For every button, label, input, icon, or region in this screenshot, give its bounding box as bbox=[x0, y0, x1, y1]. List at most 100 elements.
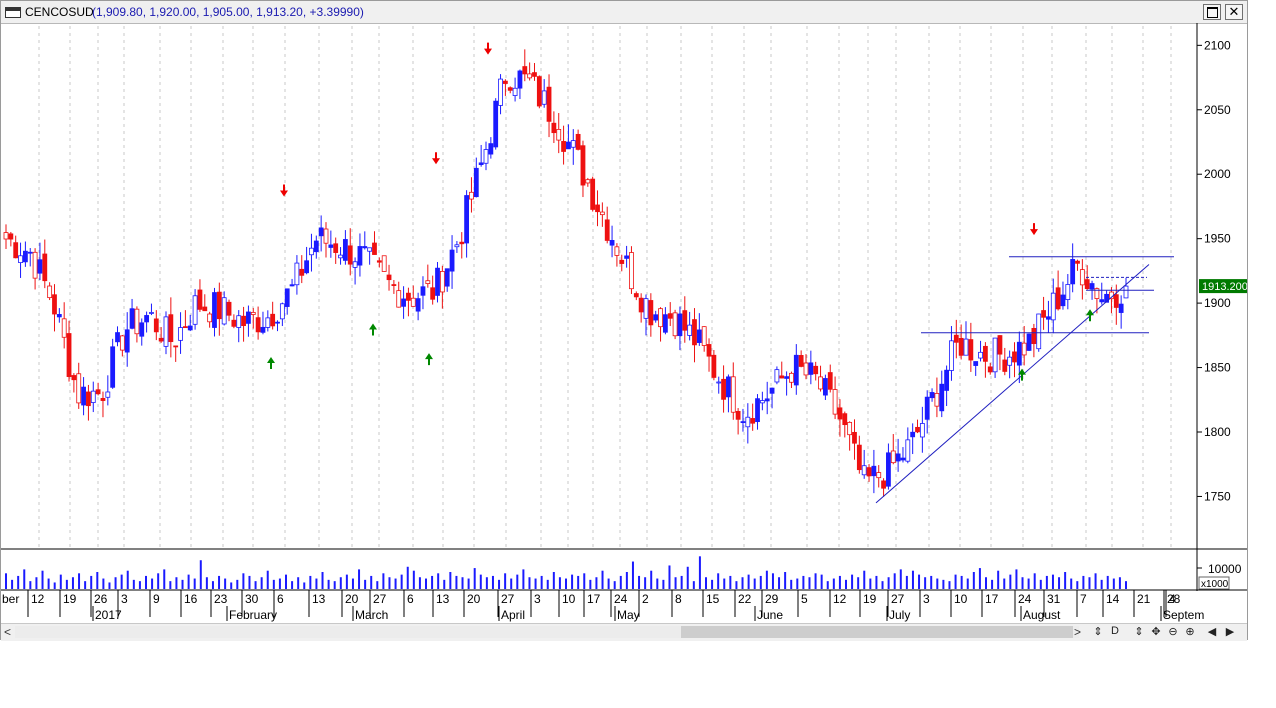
last-price-tag bbox=[1199, 279, 1247, 294]
scroll-back-icon[interactable]: ◀ bbox=[1207, 626, 1217, 638]
candle-body bbox=[488, 143, 494, 155]
candle-body bbox=[323, 228, 329, 244]
candle-body bbox=[808, 362, 814, 375]
candle-body bbox=[527, 73, 533, 79]
candle-body bbox=[338, 254, 343, 259]
candle-body bbox=[1007, 356, 1013, 366]
window-icon bbox=[5, 7, 21, 18]
zoom-in-icon[interactable]: ⊕ bbox=[1185, 626, 1195, 638]
candle-body bbox=[1002, 359, 1008, 372]
candle-body bbox=[658, 308, 663, 328]
chart-window: CENCOSUD (1,909.80, 1,920.00, 1,905.00, … bbox=[0, 0, 1248, 641]
zoom-out-icon[interactable]: ⊖ bbox=[1168, 626, 1178, 638]
candle-body bbox=[847, 421, 853, 436]
candle-body bbox=[692, 319, 697, 346]
buy-arrow-icon bbox=[425, 353, 433, 366]
price-tick-label: 1850 bbox=[1204, 361, 1231, 375]
candle-body bbox=[37, 259, 43, 274]
fit-vertical-icon[interactable]: ⇕ bbox=[1134, 626, 1144, 638]
sell-arrow-icon bbox=[432, 152, 440, 165]
candle-body bbox=[532, 72, 537, 77]
candle-body bbox=[439, 270, 445, 293]
candle-body bbox=[735, 410, 741, 420]
price-axis: 1750 1800 1850 1900 1950 2000 2050 2100 1913.200 bbox=[1, 23, 1247, 591]
date-tick-label: 30 bbox=[245, 592, 259, 606]
maximize-button[interactable] bbox=[1203, 4, 1221, 20]
scroll-forward-icon[interactable]: ▶ bbox=[1225, 626, 1235, 638]
date-tick-label: ber bbox=[2, 592, 19, 606]
candle-body bbox=[813, 365, 819, 375]
candle-body bbox=[342, 239, 348, 261]
candle-body bbox=[551, 122, 557, 134]
candle-body bbox=[609, 240, 615, 246]
date-tick-label: 15 bbox=[706, 592, 720, 606]
sell-arrow-icon bbox=[484, 42, 492, 55]
candle-body bbox=[837, 407, 843, 420]
candle-body bbox=[1123, 285, 1129, 299]
candle-body bbox=[47, 285, 53, 299]
candle-body bbox=[871, 465, 877, 477]
candle-body bbox=[726, 376, 731, 398]
candle-body bbox=[139, 322, 145, 337]
zoom-vertical-icon[interactable]: ⇕ bbox=[1093, 626, 1103, 638]
candle-body bbox=[721, 378, 726, 400]
pan-icon[interactable]: ✥ bbox=[1151, 626, 1161, 638]
candle-body bbox=[949, 340, 954, 371]
candle-body bbox=[71, 375, 77, 381]
candle-body bbox=[677, 313, 683, 337]
candle-body bbox=[653, 314, 659, 321]
candle-body bbox=[1099, 299, 1105, 303]
candle-body bbox=[376, 260, 382, 263]
month-label: August bbox=[1023, 608, 1061, 622]
scroll-right-icon[interactable]: > bbox=[1074, 625, 1082, 639]
date-tick-label: 5 bbox=[801, 592, 808, 606]
daily-period-button[interactable]: D bbox=[1111, 625, 1119, 637]
candle-body bbox=[469, 191, 474, 200]
close-button[interactable]: ✕ bbox=[1225, 4, 1243, 20]
candle-body bbox=[590, 178, 596, 210]
candle-body bbox=[818, 376, 823, 390]
candle-body bbox=[512, 87, 518, 96]
month-label: March bbox=[355, 608, 388, 622]
candle-body bbox=[662, 314, 668, 333]
candle-body bbox=[1089, 283, 1095, 290]
candle-body bbox=[100, 398, 106, 401]
date-tick-label: 31 bbox=[1047, 592, 1061, 606]
candle-body bbox=[149, 312, 154, 314]
candle-body bbox=[687, 324, 693, 336]
maximize-icon bbox=[1206, 7, 1218, 18]
candle-body bbox=[536, 76, 542, 107]
candle-body bbox=[1070, 259, 1076, 285]
candle-body bbox=[401, 298, 406, 307]
candle-body bbox=[852, 431, 857, 444]
date-tick-label: 4 bbox=[1169, 592, 1176, 606]
candle-body bbox=[755, 398, 760, 423]
date-tick-label: 8 bbox=[675, 592, 682, 606]
candle-body bbox=[1113, 294, 1119, 308]
candle-body bbox=[357, 246, 363, 266]
horizontal-scrollbar[interactable]: < > ⇕ D ⇕ ✥ ⊖ ⊕ ◀ ▶ bbox=[1, 623, 1247, 641]
date-tick-label: 20 bbox=[345, 592, 359, 606]
date-tick-label: 7 bbox=[1080, 592, 1087, 606]
candle-body bbox=[86, 391, 91, 407]
candle-body bbox=[192, 295, 198, 325]
candle-body bbox=[696, 329, 702, 343]
candle-body bbox=[173, 345, 179, 348]
scroll-thumb[interactable] bbox=[681, 626, 1073, 638]
candle-body bbox=[333, 243, 339, 253]
price-tick-label: 2050 bbox=[1204, 103, 1231, 117]
candle-body bbox=[163, 316, 169, 347]
candle-body bbox=[18, 255, 23, 263]
candle-body bbox=[570, 140, 576, 148]
price-tick-label: 1950 bbox=[1204, 232, 1231, 246]
scroll-left-icon[interactable]: < bbox=[4, 625, 12, 639]
candle-body bbox=[856, 444, 862, 471]
candle-body bbox=[890, 450, 896, 464]
candle-body bbox=[396, 290, 402, 308]
candle-body bbox=[905, 439, 911, 462]
price-chart: 1750 1800 1850 1900 1950 2000 2050 2100 1913.200… bbox=[1, 23, 1247, 622]
symbol-label: CENCOSUD bbox=[25, 5, 94, 19]
date-tick-label: 10 bbox=[562, 592, 576, 606]
candle-body bbox=[459, 241, 465, 245]
candle-body bbox=[924, 396, 930, 420]
